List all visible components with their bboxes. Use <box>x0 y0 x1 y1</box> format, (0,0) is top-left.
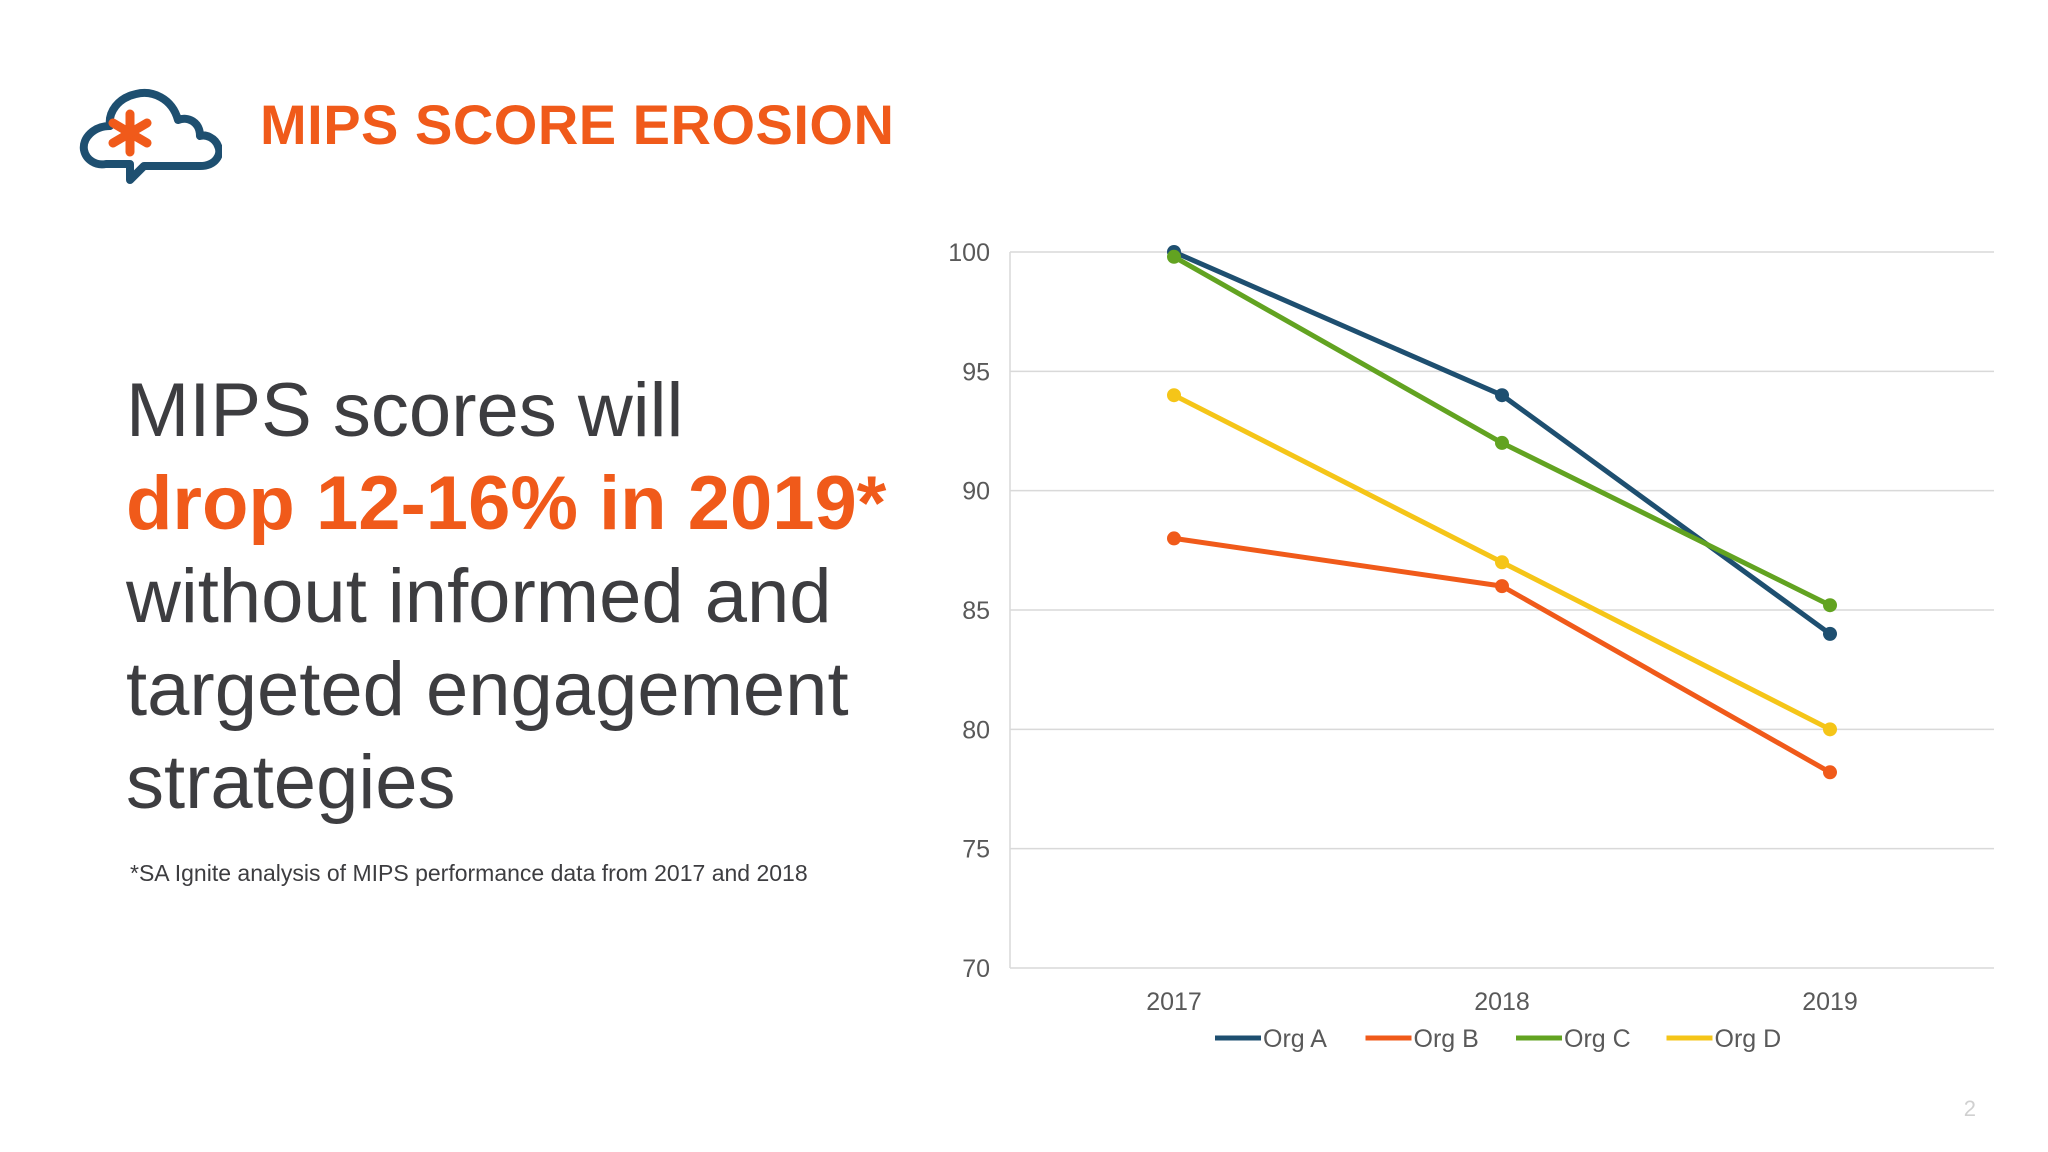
data-point <box>1167 249 1181 264</box>
legend-label: Org C <box>1564 1025 1631 1053</box>
cloud-asterisk-icon <box>79 89 222 184</box>
series-line <box>1173 535 1832 775</box>
data-point <box>1823 765 1837 780</box>
data-point <box>1495 555 1509 570</box>
y-tick-label: 95 <box>962 358 990 386</box>
legend-label: Org A <box>1263 1025 1327 1053</box>
y-tick-label: 85 <box>962 597 990 625</box>
asterisk-icon <box>108 109 152 157</box>
x-tick-label: 2019 <box>1802 988 1858 1016</box>
headline: MIPS scores will drop 12-16% in 2019* wi… <box>126 364 926 829</box>
legend-label: Org B <box>1414 1025 1479 1053</box>
y-tick-label: 70 <box>962 955 990 983</box>
data-point <box>1495 579 1509 594</box>
data-point <box>1823 722 1837 737</box>
headline-line1: MIPS scores will <box>126 368 684 453</box>
y-tick-label: 100 <box>948 239 990 267</box>
data-point <box>1823 626 1837 641</box>
footnote: *SA Ignite analysis of MIPS performance … <box>130 860 808 886</box>
x-tick-label: 2018 <box>1474 988 1530 1016</box>
y-tick-label: 90 <box>962 478 990 506</box>
cloud-outline <box>79 89 222 184</box>
y-tick-label: 80 <box>962 716 990 744</box>
x-tick-label: 2017 <box>1146 988 1202 1016</box>
headline-rest: without informed and targeted engagement… <box>126 554 849 825</box>
headline-emphasis: drop 12-16% in 2019* <box>126 461 887 546</box>
data-point <box>1823 598 1837 613</box>
legend-label: Org D <box>1715 1025 1782 1053</box>
data-point <box>1495 435 1509 450</box>
page-number: 2 <box>1963 1096 1976 1121</box>
data-point <box>1167 531 1181 546</box>
slide-title: MIPS SCORE EROSION <box>260 93 895 156</box>
data-point <box>1167 388 1181 403</box>
y-tick-label: 75 <box>962 836 990 864</box>
data-point <box>1495 388 1509 403</box>
